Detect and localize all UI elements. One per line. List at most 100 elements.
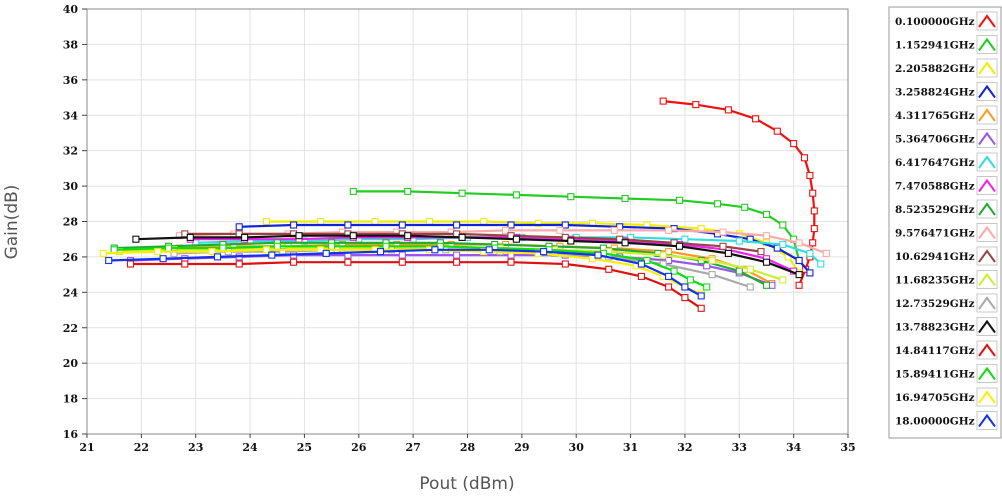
data-point bbox=[746, 283, 754, 291]
legend-line-icon bbox=[978, 202, 996, 216]
data-point bbox=[659, 97, 667, 105]
data-point bbox=[561, 260, 569, 268]
data-point bbox=[290, 221, 298, 229]
legend-swatch bbox=[976, 411, 998, 430]
legend-swatch bbox=[976, 340, 998, 360]
x-tick-label: 26 bbox=[351, 441, 367, 454]
legend-line-icon bbox=[978, 296, 996, 310]
data-point bbox=[719, 242, 727, 250]
data-point bbox=[540, 248, 548, 256]
data-point bbox=[485, 246, 493, 254]
data-point bbox=[810, 207, 818, 215]
data-point bbox=[556, 226, 564, 234]
data-point bbox=[262, 217, 270, 226]
series-line bbox=[130, 261, 702, 310]
legend-label: 10.62941GHz bbox=[895, 251, 975, 263]
y-tick-label: 28 bbox=[63, 216, 79, 229]
x-tick-label: 35 bbox=[840, 441, 855, 454]
y-tick-label: 22 bbox=[63, 322, 78, 335]
data-point bbox=[605, 265, 613, 273]
data-point bbox=[512, 235, 520, 243]
data-point bbox=[686, 276, 694, 284]
y-tick-label: 34 bbox=[63, 109, 79, 122]
legend-label: 4.311765GHz bbox=[895, 110, 975, 122]
data-point bbox=[762, 258, 771, 266]
legend-swatch bbox=[976, 199, 998, 219]
y-axis-title: Gain(dB) bbox=[2, 185, 22, 260]
y-tick-label: 32 bbox=[63, 145, 78, 158]
data-point bbox=[735, 267, 743, 275]
legend-label: 9.576471GHz bbox=[895, 228, 975, 240]
data-point bbox=[507, 258, 515, 266]
legend-swatch bbox=[976, 387, 998, 407]
legend-swatch bbox=[976, 129, 998, 148]
data-point bbox=[806, 249, 814, 257]
data-point bbox=[404, 232, 412, 240]
data-point bbox=[795, 256, 803, 265]
legend-label: 5.364706GHz bbox=[895, 134, 975, 146]
axis-ticks: 21 22 23 24 25 26 27 28 29 30 31 32 33 34 35 16 18 20 22 24… bbox=[63, 3, 856, 454]
legend-line-icon bbox=[978, 319, 996, 334]
data-point bbox=[724, 249, 732, 257]
data-point bbox=[708, 256, 716, 265]
data-point bbox=[594, 251, 602, 259]
data-point bbox=[398, 258, 406, 266]
legend-swatch bbox=[976, 293, 998, 313]
data-point bbox=[810, 225, 818, 233]
data-point bbox=[561, 221, 569, 229]
data-point bbox=[132, 235, 140, 243]
x-tick-label: 31 bbox=[623, 441, 638, 454]
data-point bbox=[703, 283, 711, 291]
x-tick-label: 22 bbox=[134, 441, 149, 454]
data-point bbox=[621, 194, 629, 203]
x-tick-label: 24 bbox=[242, 441, 258, 454]
data-point bbox=[762, 281, 771, 289]
data-point bbox=[208, 248, 216, 256]
data-point bbox=[692, 101, 700, 109]
data-point bbox=[159, 255, 167, 263]
y-tick-label: 24 bbox=[63, 286, 79, 299]
x-tick-label: 28 bbox=[460, 441, 476, 454]
data-point bbox=[126, 260, 135, 268]
data-point bbox=[719, 228, 727, 236]
legend-line-icon bbox=[978, 272, 996, 287]
data-point bbox=[501, 226, 510, 234]
data-point bbox=[398, 251, 406, 259]
data-point bbox=[809, 189, 817, 197]
data-point bbox=[241, 233, 249, 241]
data-point bbox=[398, 221, 406, 229]
data-point bbox=[665, 272, 673, 280]
data-point bbox=[507, 221, 515, 229]
legend-label: 18.00000GHz bbox=[895, 416, 975, 428]
legend-label: 14.84117GHz bbox=[895, 345, 975, 357]
legend-label: 12.73529GHz bbox=[895, 298, 975, 310]
legend-label: 8.523529GHz bbox=[895, 204, 975, 216]
data-point bbox=[290, 258, 298, 266]
data-point bbox=[665, 226, 673, 234]
y-tick-label: 36 bbox=[63, 74, 79, 87]
data-point bbox=[458, 233, 466, 241]
data-point bbox=[512, 191, 520, 199]
data-point bbox=[480, 217, 488, 226]
legend-label: 15.89411GHz bbox=[895, 369, 975, 381]
series-line bbox=[108, 248, 702, 297]
x-tick-label: 21 bbox=[79, 441, 94, 454]
legend-line-icon bbox=[978, 131, 996, 146]
data-point bbox=[795, 239, 803, 247]
data-point bbox=[344, 221, 352, 229]
data-point bbox=[349, 232, 357, 240]
data-point bbox=[681, 235, 689, 243]
x-axis-title: Pout (dBm) bbox=[419, 474, 514, 494]
legend-swatch bbox=[976, 82, 998, 101]
legend-line-icon bbox=[978, 413, 996, 428]
data-point bbox=[746, 265, 754, 273]
legend-line-icon bbox=[978, 84, 996, 99]
x-tick-label: 30 bbox=[569, 441, 585, 454]
y-tick-label: 38 bbox=[63, 38, 79, 51]
legend-line-icon bbox=[978, 366, 996, 381]
data-point bbox=[610, 226, 618, 234]
data-point bbox=[534, 219, 542, 227]
data-point bbox=[665, 283, 673, 291]
x-tick-label: 27 bbox=[405, 441, 420, 454]
